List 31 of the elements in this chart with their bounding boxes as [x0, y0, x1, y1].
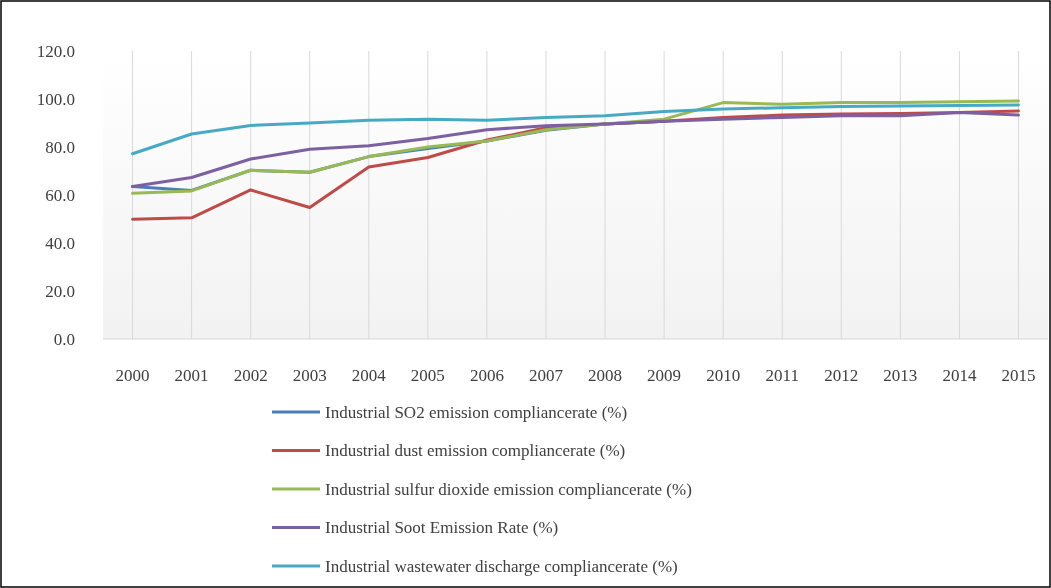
y-tick-label: 0.0 [53, 329, 75, 349]
x-tick-label: 2003 [292, 366, 327, 385]
x-tick-label: 2011 [765, 366, 799, 385]
x-tick-label: 2008 [588, 366, 623, 385]
y-tick-label: 80.0 [45, 137, 75, 157]
legend-label: Industrial dust emission compliancerate (%) [325, 441, 626, 461]
x-tick-label: 2012 [824, 366, 859, 385]
y-tick-label: 20.0 [45, 281, 75, 301]
x-tick-label: 2015 [1001, 366, 1036, 385]
legend-label: Industrial Soot Emission Rate (%) [325, 518, 559, 538]
legend-label: Industrial SO2 emission compliancerate (%) [325, 402, 628, 422]
x-tick-label: 2002 [233, 366, 268, 385]
y-tick-label: 100.0 [36, 89, 75, 109]
x-tick-label: 2010 [706, 366, 741, 385]
legend-label: Industrial wastewater discharge compliancerate (%) [325, 556, 678, 576]
line-series [131, 99, 1020, 195]
x-tick-label: 2009 [647, 366, 682, 385]
x-tick-label: 2013 [883, 366, 918, 385]
x-tick-label: 2000 [115, 366, 150, 385]
x-tick-label: 2001 [174, 366, 209, 385]
line-series [131, 110, 1020, 189]
y-tick-label: 60.0 [45, 185, 75, 205]
y-tick-label: 40.0 [45, 233, 75, 253]
legend-label: Industrial sulfur dioxide emission compliancerate (%) [325, 479, 692, 499]
x-tick-label: 2006 [469, 366, 504, 385]
x-tick-label: 2007 [528, 366, 564, 385]
x-tick-label: 2004 [351, 366, 387, 385]
y-tick-label: 120.0 [36, 41, 75, 61]
line-series [131, 103, 1020, 156]
x-tick-label: 2014 [942, 366, 977, 385]
x-tick-label: 2005 [410, 366, 445, 385]
